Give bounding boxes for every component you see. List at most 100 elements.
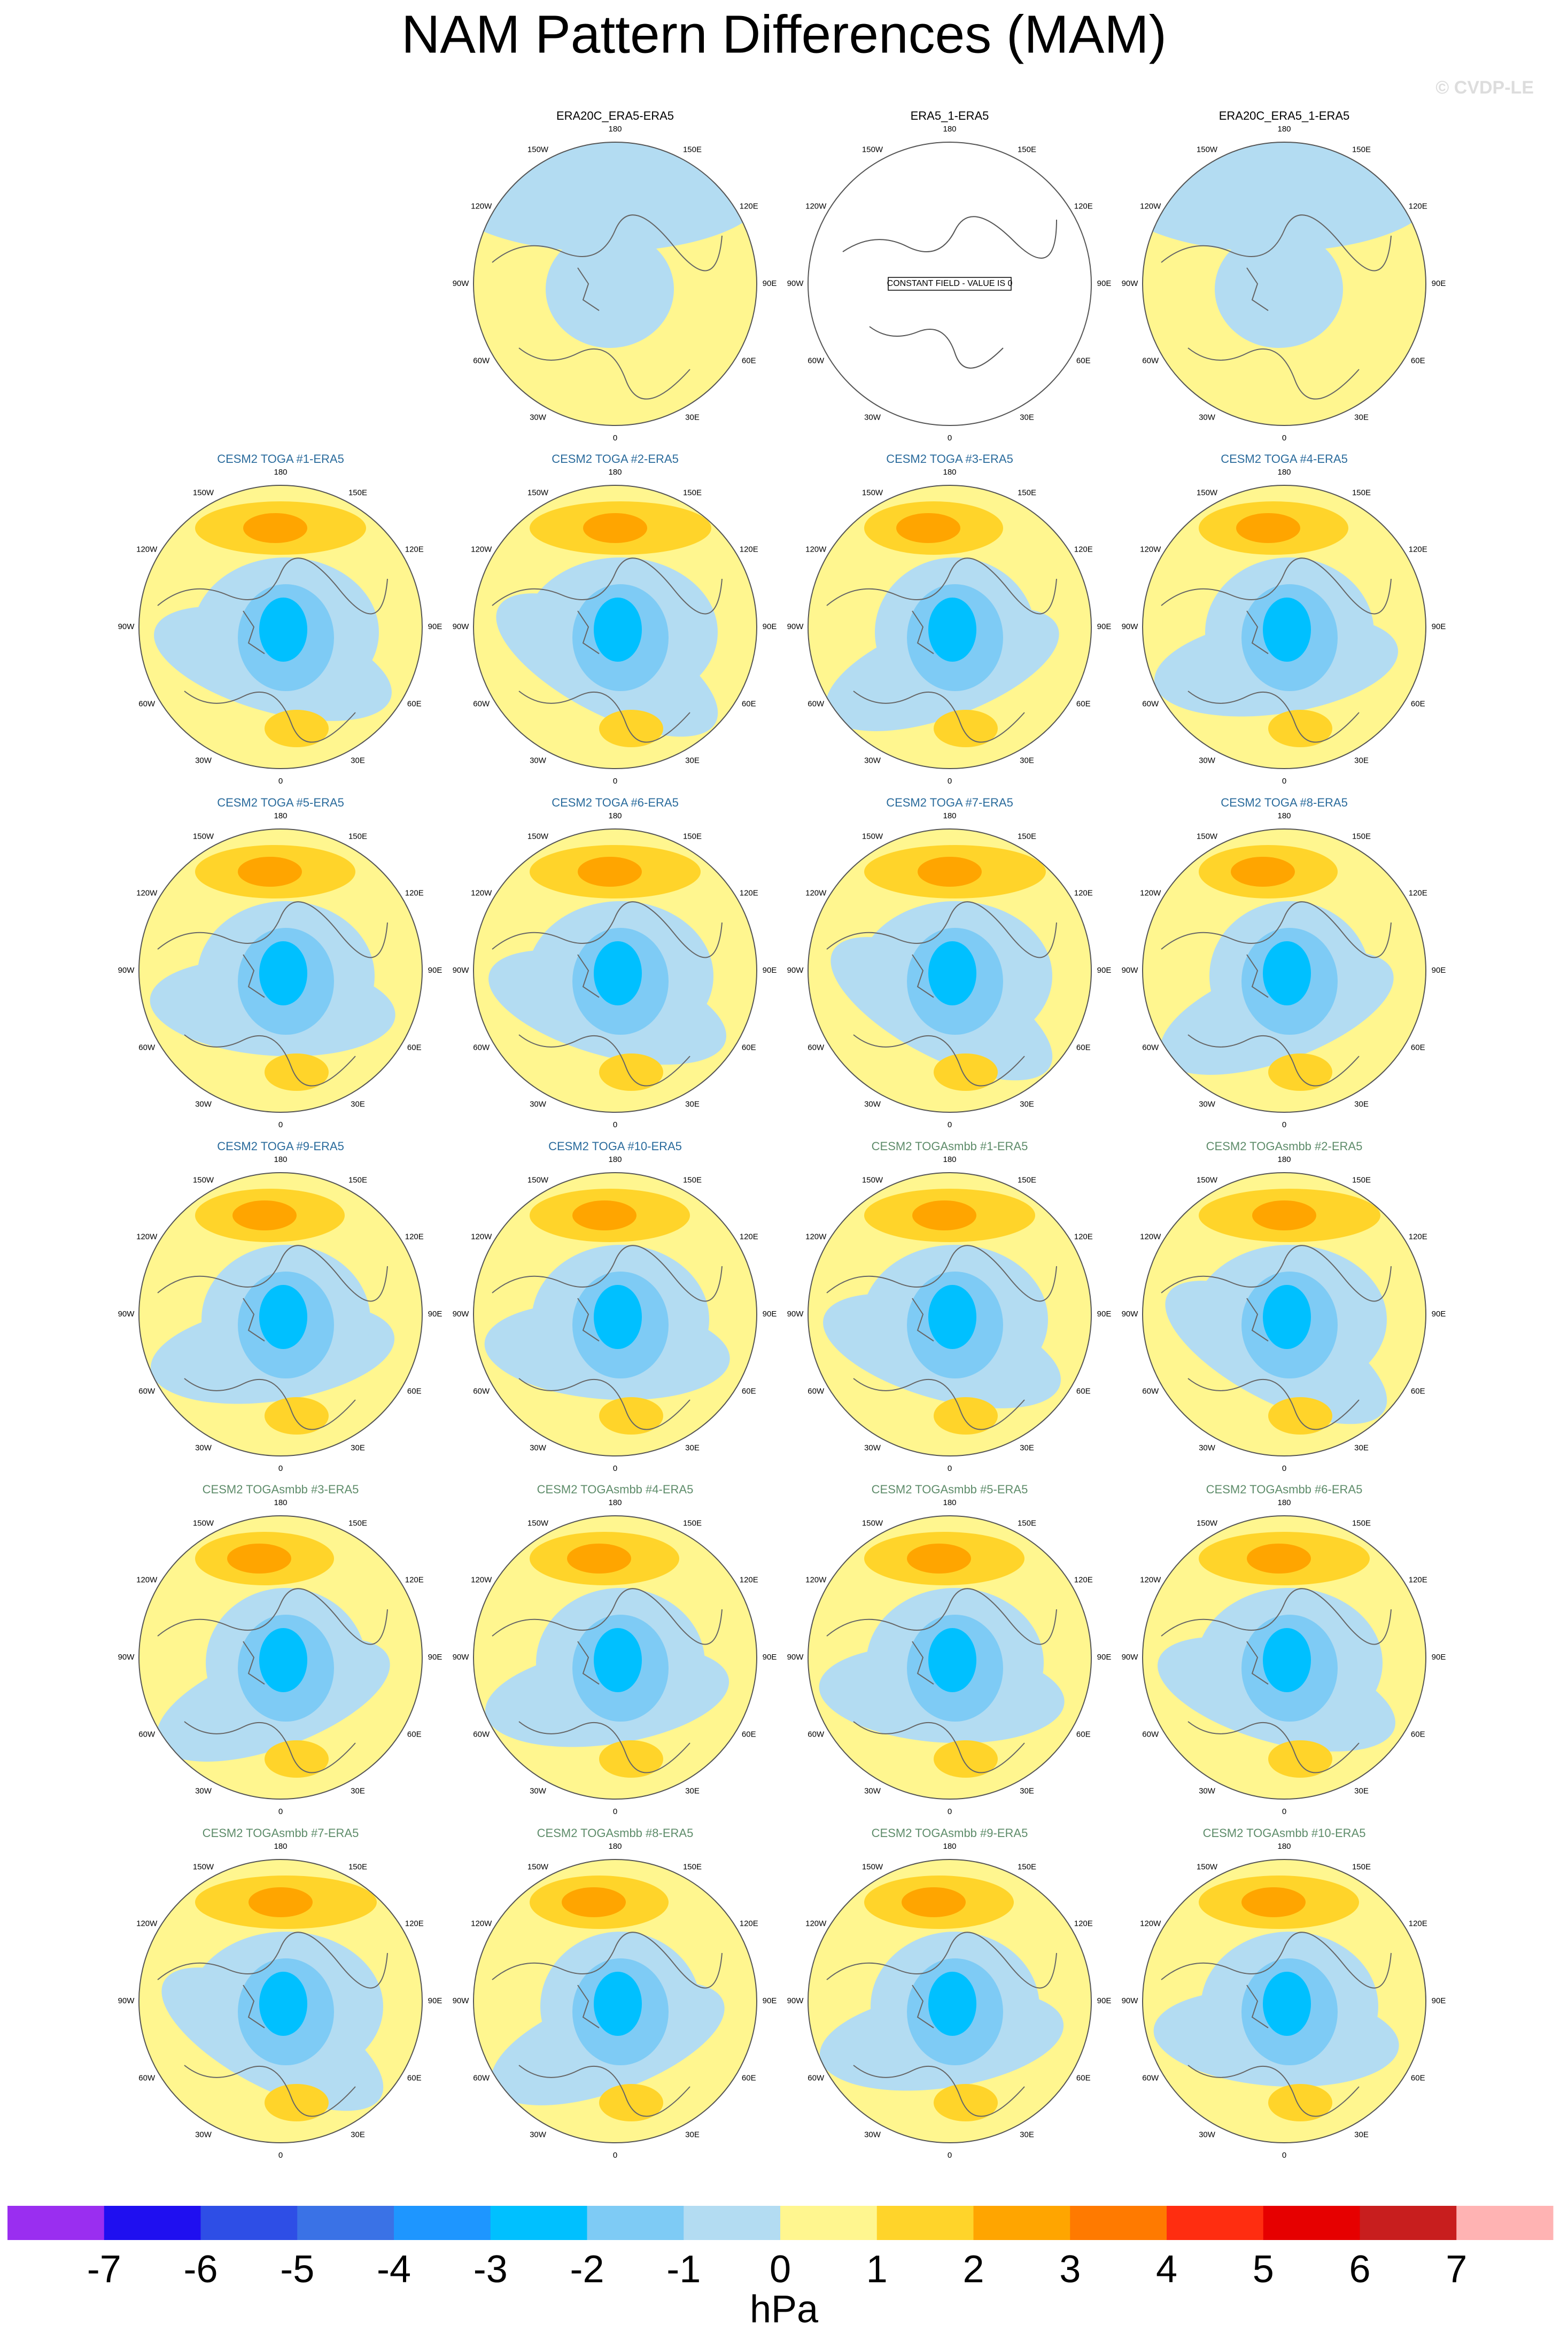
longitude-label: 0 [613, 1464, 617, 1473]
longitude-label: 30E [351, 1099, 365, 1109]
longitude-label: 30W [195, 2130, 212, 2139]
longitude-label: 60W [473, 356, 490, 365]
colorbar-tick-label: -3 [473, 2248, 508, 2291]
map-border [473, 142, 757, 426]
colorbar-box [1263, 2206, 1360, 2240]
positive-region [1268, 2084, 1332, 2121]
map-panel: CESM2 TOGA #8-ERA5 180 150E 120E 90E 60E 30E 0 3… [1122, 796, 1446, 1129]
longitude-label: 120W [136, 888, 158, 897]
longitude-label: 120W [805, 1232, 827, 1241]
longitude-label: 90W [787, 1309, 804, 1319]
longitude-label: 30E [685, 1443, 700, 1452]
coastline [492, 557, 723, 743]
negative-region [1263, 1628, 1311, 1692]
longitude-label: 180 [274, 1155, 287, 1164]
longitude-label: 0 [613, 1807, 617, 1816]
longitude-label: 60W [1142, 699, 1159, 708]
longitude-label: 90E [428, 622, 443, 631]
longitude-label: 90E [763, 279, 777, 288]
longitude-label: 60E [407, 2073, 422, 2082]
negative-region [546, 230, 674, 348]
longitude-label: 30E [685, 756, 700, 765]
longitude-label: 30W [530, 1786, 547, 1795]
longitude-label: 30E [1354, 1786, 1369, 1795]
map-border [138, 1172, 423, 1456]
longitude-label: 90E [1432, 966, 1446, 975]
longitude-label: 60E [1076, 1730, 1091, 1739]
longitude-label: 120E [1409, 888, 1427, 897]
longitude-label: 0 [1282, 777, 1286, 786]
negative-region [1215, 230, 1343, 348]
longitude-label: 180 [943, 125, 956, 134]
map-field [139, 1859, 422, 2143]
colorbar-tick-label: -2 [570, 2248, 604, 2291]
longitude-label: 150E [683, 1176, 702, 1185]
longitude-label: 90E [763, 1309, 777, 1319]
map-border [138, 1515, 423, 1800]
longitude-label: 150W [527, 1863, 549, 1872]
positive-region [599, 1397, 663, 1435]
longitude-label: 90W [787, 966, 804, 975]
longitude-label: 30E [351, 2130, 365, 2139]
longitude-label: 60W [138, 699, 156, 708]
longitude-label: 150E [1352, 832, 1371, 841]
colorbar-tick-label: -6 [183, 2248, 218, 2291]
coastline [842, 216, 1057, 369]
longitude-label: 150E [348, 1863, 367, 1872]
panel-title: ERA20C_ERA5_1-ERA5 [1219, 109, 1350, 122]
longitude-label: 150W [193, 489, 214, 498]
longitude-label: 150E [1018, 1176, 1036, 1185]
longitude-label: 150W [1197, 1863, 1218, 1872]
map-field [808, 485, 1091, 769]
longitude-label: 60E [742, 1043, 756, 1052]
longitude-label: 120E [405, 1232, 424, 1241]
longitude-label: 30W [1199, 1786, 1216, 1795]
map-panel: CESM2 TOGAsmbb #3-ERA5 180 150E 120E 90E 60E 3… [118, 1483, 443, 1816]
map-field [139, 829, 422, 1112]
longitude-label: 60E [1411, 699, 1425, 708]
longitude-label: 30W [1199, 1099, 1216, 1109]
map-panel: CESM2 TOGA #4-ERA5 180 150E 120E 90E 60E 30E 0 3… [1122, 452, 1446, 786]
map-field [473, 829, 757, 1112]
positive-region [1247, 1544, 1311, 1574]
map-panel: CESM2 TOGAsmbb #10-ERA5 180 150E 120E 90E 60E… [1122, 1826, 1446, 2160]
longitude-label: 60W [473, 1043, 490, 1052]
longitude-label: 120W [471, 888, 492, 897]
longitude-label: 120W [805, 1919, 827, 1928]
longitude-label: 0 [1282, 1120, 1286, 1129]
map-panel: CESM2 TOGA #9-ERA5 180 150E 120E 90E 60E 30E 0 3… [118, 1140, 443, 1473]
longitude-label: 150W [862, 1863, 883, 1872]
longitude-label: 30E [351, 1786, 365, 1795]
longitude-label: 180 [608, 811, 622, 820]
longitude-label: 120E [740, 545, 758, 554]
longitude-label: 120W [805, 888, 827, 897]
longitude-label: 30E [1020, 2130, 1034, 2139]
longitude-label: 150E [683, 832, 702, 841]
longitude-label: 30W [864, 1099, 881, 1109]
longitude-label: 90W [1122, 279, 1139, 288]
panel-title: CESM2 TOGAsmbb #8-ERA5 [537, 1826, 694, 1840]
positive-region [599, 1053, 663, 1091]
negative-region [259, 1972, 307, 2036]
longitude-label: 90E [1432, 1996, 1446, 2005]
longitude-label: 120W [1140, 888, 1161, 897]
longitude-label: 0 [278, 1464, 283, 1473]
map-border [808, 1172, 1092, 1456]
map-panel: ERA20C_ERA5_1-ERA5 180 150E 120E 90E 60E 30E 0 3… [1122, 109, 1446, 443]
coastline [1161, 557, 1392, 743]
longitude-label: 150W [193, 1863, 214, 1872]
map-field [808, 1173, 1091, 1456]
coastline [826, 1932, 1057, 2117]
coastline [1161, 1245, 1392, 1430]
longitude-label: 180 [274, 468, 287, 477]
map-border [1142, 485, 1426, 769]
longitude-label: 60E [1076, 1043, 1091, 1052]
longitude-label: 90E [428, 1653, 443, 1662]
longitude-label: 150W [1197, 145, 1218, 154]
longitude-label: 180 [943, 1842, 956, 1851]
longitude-label: 120W [136, 1575, 158, 1584]
longitude-label: 120E [405, 1575, 424, 1584]
map-border [808, 828, 1092, 1113]
longitude-label: 90E [1097, 1996, 1112, 2005]
longitude-label: 90E [1432, 622, 1446, 631]
